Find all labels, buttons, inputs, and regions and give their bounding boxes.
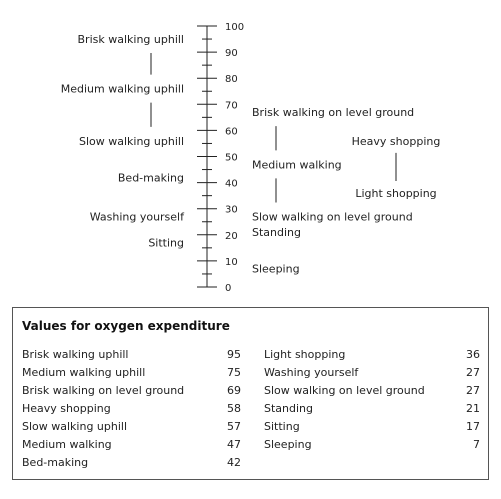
activity-value: 7 [473, 438, 480, 451]
activity-value: 69 [227, 384, 241, 397]
activity-label-left: Sitting [148, 237, 184, 250]
activity-label-middle: Medium walking [252, 158, 342, 171]
activity-label: Brisk walking on level ground [22, 384, 185, 397]
tick-label: 70 [225, 100, 238, 111]
activity-label-middle: Brisk walking on level ground [252, 106, 414, 119]
activity-label-right: Heavy shopping [352, 135, 441, 148]
activity-value: 95 [227, 348, 241, 361]
values-column-left: Brisk walking uphill 95 Medium walking up… [22, 346, 241, 472]
activity-value: 58 [227, 402, 241, 415]
activity-value: 75 [227, 366, 241, 379]
activity-label: Slow walking uphill [22, 420, 128, 433]
activity-label: Bed-making [22, 456, 89, 469]
activity-label: Light shopping [264, 348, 346, 361]
list-item: Brisk walking on level ground 69 [22, 382, 241, 400]
activity-value: 27 [466, 384, 480, 397]
activity-label: Medium walking uphill [22, 366, 146, 379]
list-item: Light shopping 36 [264, 346, 480, 364]
tick-label: 30 [225, 205, 238, 216]
list-item: Slow walking uphill 57 [22, 418, 241, 436]
oxygen-values-panel: Values for oxygen expenditure Brisk walk… [12, 307, 489, 480]
activity-label: Slow walking on level ground [264, 384, 425, 397]
activity-label-middle: Sleeping [252, 263, 300, 276]
list-item: Medium walking 47 [22, 436, 241, 454]
tick-label: 40 [225, 179, 238, 190]
activity-label-middle: Slow walking on level ground [252, 211, 413, 224]
activity-label-middle: Standing [252, 226, 301, 239]
list-item: Slow walking on level ground 27 [264, 382, 480, 400]
activity-label-left: Brisk walking uphill [78, 33, 185, 46]
list-item: Washing yourself 27 [264, 364, 480, 382]
activity-label-left: Medium walking uphill [61, 83, 184, 96]
tick-label: 80 [225, 74, 238, 85]
activity-value: 36 [466, 348, 480, 361]
activity-value: 57 [227, 420, 241, 433]
activity-value: 21 [466, 402, 480, 415]
tick-label: 50 [225, 153, 238, 164]
activity-value: 17 [466, 420, 480, 433]
tick-label: 10 [225, 257, 238, 268]
activity-label: Sitting [264, 420, 300, 433]
activity-label-left: Slow walking uphill [79, 135, 184, 148]
activity-value: 47 [227, 438, 241, 451]
activity-label-right: Light shopping [355, 187, 436, 200]
tick-label: 60 [225, 126, 238, 137]
list-item: Brisk walking uphill 95 [22, 346, 241, 364]
list-item: Sleeping 7 [264, 436, 480, 454]
activity-value: 27 [466, 366, 480, 379]
activity-label: Heavy shopping [22, 402, 111, 415]
tick-label: 0 [225, 283, 231, 294]
activity-label: Medium walking [22, 438, 112, 451]
panel-title: Values for oxygen expenditure [22, 319, 230, 333]
list-item: Sitting 17 [264, 418, 480, 436]
activity-label: Standing [264, 402, 314, 415]
values-column-right: Light shopping 36 Washing yourself 27 Slow… [264, 346, 480, 454]
list-item: Bed-making 42 [22, 454, 241, 472]
tick-label: 90 [225, 48, 238, 59]
tick-label: 100 [225, 22, 244, 33]
list-item: Heavy shopping 58 [22, 400, 241, 418]
activity-label: Washing yourself [264, 366, 359, 379]
activity-label-left: Bed-making [118, 171, 184, 184]
tick-label: 20 [225, 231, 238, 242]
activity-label-left: Washing yourself [90, 211, 185, 224]
list-item: Medium walking uphill 75 [22, 364, 241, 382]
activity-value: 42 [227, 456, 241, 469]
activity-label: Sleeping [264, 438, 312, 451]
activity-label: Brisk walking uphill [22, 348, 129, 361]
list-item: Standing 21 [264, 400, 480, 418]
